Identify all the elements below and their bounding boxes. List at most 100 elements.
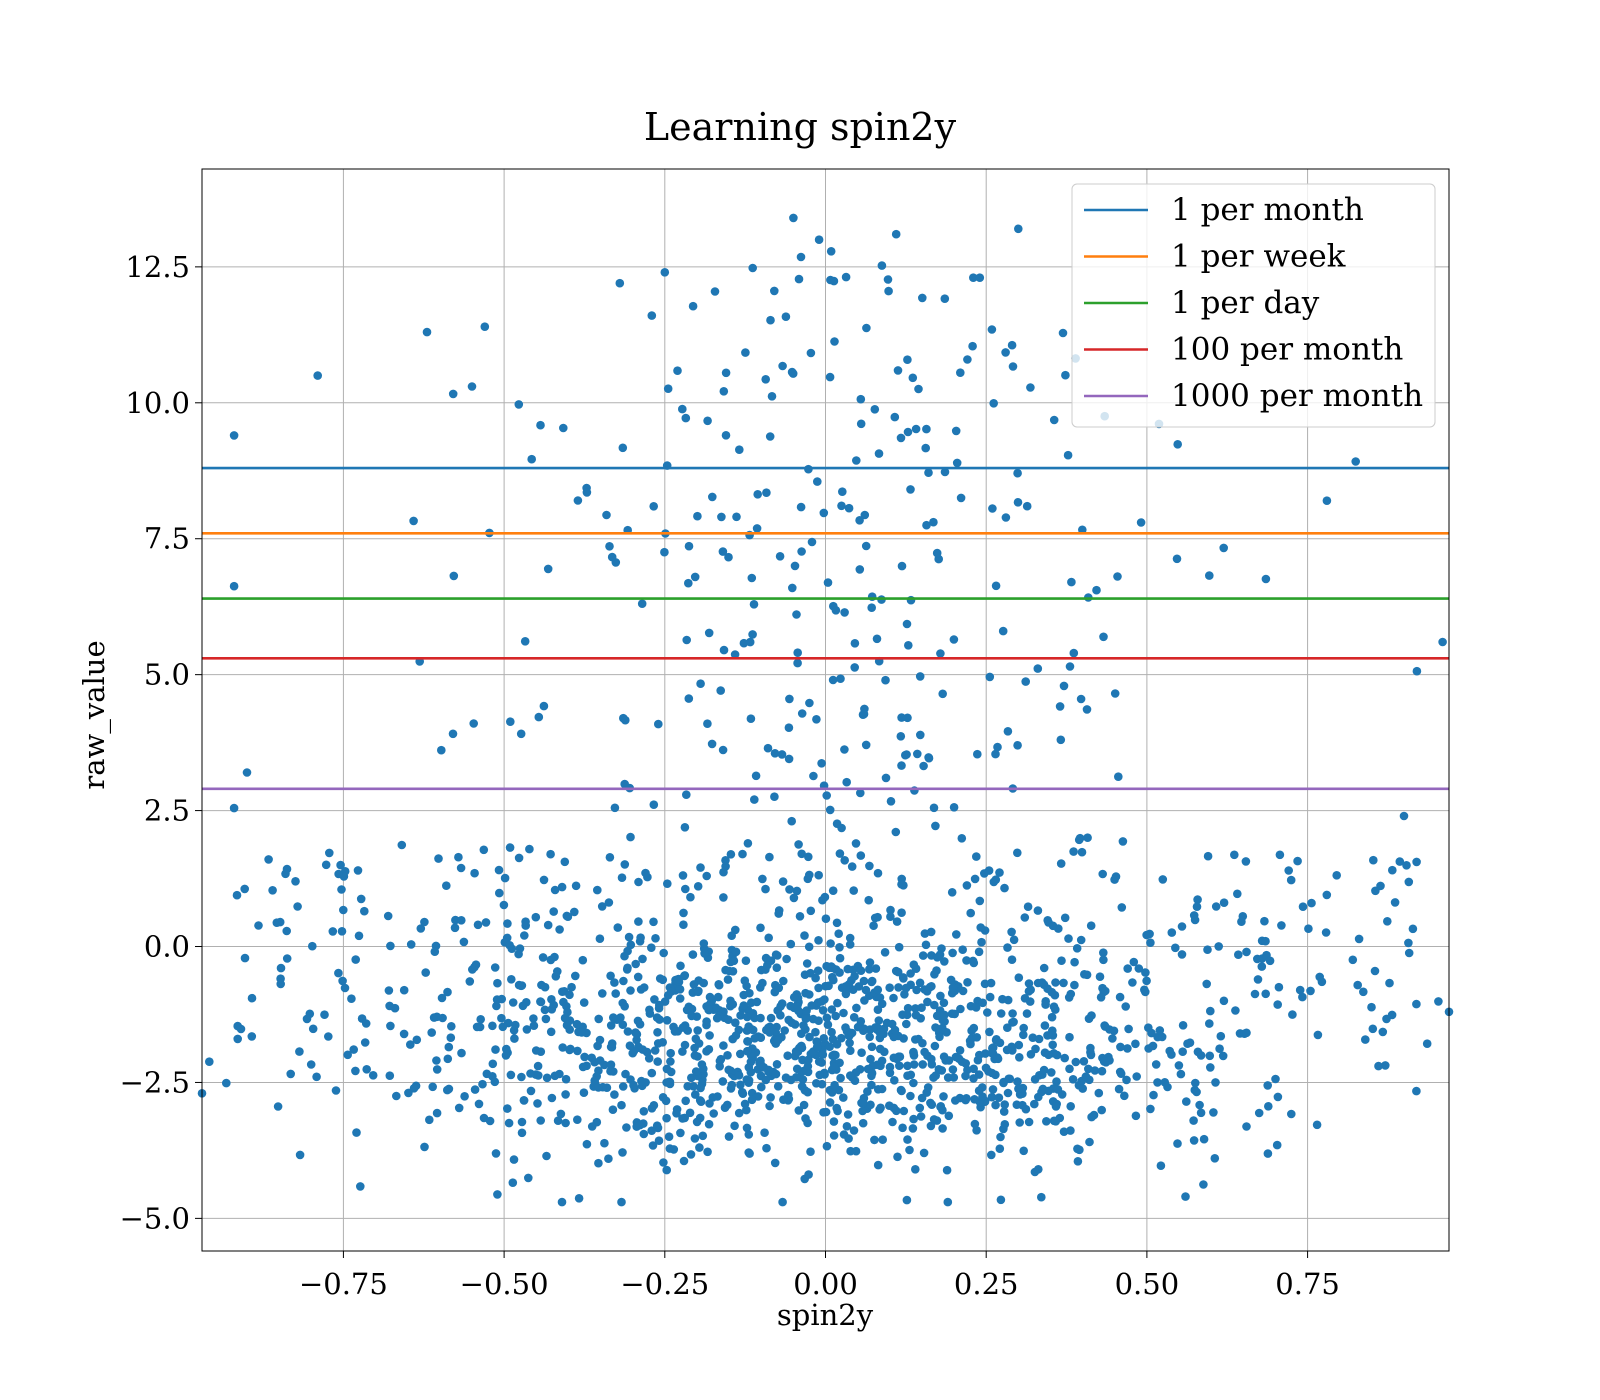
scatter-point [1131,1111,1141,1121]
scatter-point [623,1027,633,1036]
scatter-point [392,1091,401,1101]
scatter-point [635,1120,645,1130]
scatter-point [918,1038,927,1048]
scatter-point [605,542,614,551]
scatter-point [1012,1100,1022,1109]
scatter-point [812,1042,822,1052]
scatter-point [908,1124,918,1133]
scatter-point [995,1038,1005,1048]
scatter-point [988,504,997,513]
scatter-point [775,552,785,561]
scatter-point [493,1190,502,1199]
scatter-point [724,552,733,562]
scatter-point [993,742,1002,752]
scatter-point [1234,950,1243,959]
scatter-point [727,1080,737,1090]
scatter-point [851,839,861,848]
scatter-point [767,392,777,401]
scatter-point [903,1061,912,1071]
scatter-point [334,869,343,879]
scatter-point [1051,978,1060,987]
legend-label: 1 per month [1171,192,1364,228]
scatter-point [791,1073,801,1082]
scatter-point [789,213,798,223]
scatter-point [716,1054,726,1064]
scatter-point [918,1060,927,1069]
scatter-point [724,1132,734,1141]
scatter-point [547,1093,557,1103]
scatter-point [779,1095,788,1104]
scatter-point [1205,571,1214,580]
scatter-point [1076,694,1086,704]
scatter-point [974,1086,984,1095]
scatter-point [432,1065,442,1074]
scatter-point [1144,1044,1153,1053]
scatter-point [788,583,797,593]
scatter-point [1140,985,1149,995]
scatter-point [876,1103,885,1113]
scatter-point [786,939,796,949]
scatter-point [867,1080,876,1090]
scatter-point [886,912,895,921]
scatter-point [1071,1057,1081,1067]
scatter-point [789,893,799,903]
scatter-point [909,1060,919,1069]
scatter-point [812,1079,821,1088]
scatter-point [917,1003,926,1012]
scatter-point [698,1131,708,1141]
scatter-point [1177,950,1187,959]
scatter-point [555,1069,564,1079]
scatter-point [1101,986,1110,996]
scatter-point [611,989,620,998]
scatter-point [943,1197,953,1207]
scatter-point [313,371,323,380]
scatter-point [324,1032,333,1041]
scatter-point [386,1021,395,1031]
scatter-point [450,923,460,933]
scatter-point [1149,1090,1158,1100]
scatter-point [666,1048,675,1058]
scatter-point [793,658,802,668]
scatter-point [1307,898,1316,908]
scatter-point [229,431,239,440]
scatter-point [744,1130,754,1139]
scatter-point [890,1025,900,1035]
scatter-point [1092,585,1101,595]
scatter-point [851,1146,861,1156]
scatter-point [1271,1074,1280,1084]
scatter-point [797,849,806,859]
scatter-point [1177,922,1187,931]
scatter-point [972,1033,982,1042]
scatter-point [672,1109,681,1118]
scatter-point [693,882,703,891]
scatter-point [784,1015,793,1025]
scatter-point [467,382,477,391]
scatter-point [678,1047,687,1056]
scatter-point [897,561,907,571]
scatter-point [909,1048,918,1058]
scatter-point [899,974,908,983]
scatter-point [910,786,919,795]
scatter-point [1043,984,1052,993]
scatter-point [731,947,741,957]
scatter-point [1231,1006,1240,1015]
scatter-point [1206,1063,1215,1072]
scatter-point [1099,1057,1109,1066]
scatter-point [617,873,627,882]
x-tick-label: 0.75 [1275,1267,1340,1301]
scatter-point [684,578,693,588]
scatter-point [856,966,866,975]
scatter-point [520,931,529,940]
scatter-point [718,547,728,556]
scatter-point [1008,1009,1017,1018]
scatter-point [771,950,781,959]
scatter-point [1367,1002,1376,1012]
scatter-point [799,1021,808,1030]
scatter-point [598,989,607,998]
scatter-point [1171,943,1180,953]
scatter-point [972,852,981,861]
scatter-point [738,1089,748,1098]
scatter-point [833,998,842,1008]
scatter-point [835,953,845,963]
